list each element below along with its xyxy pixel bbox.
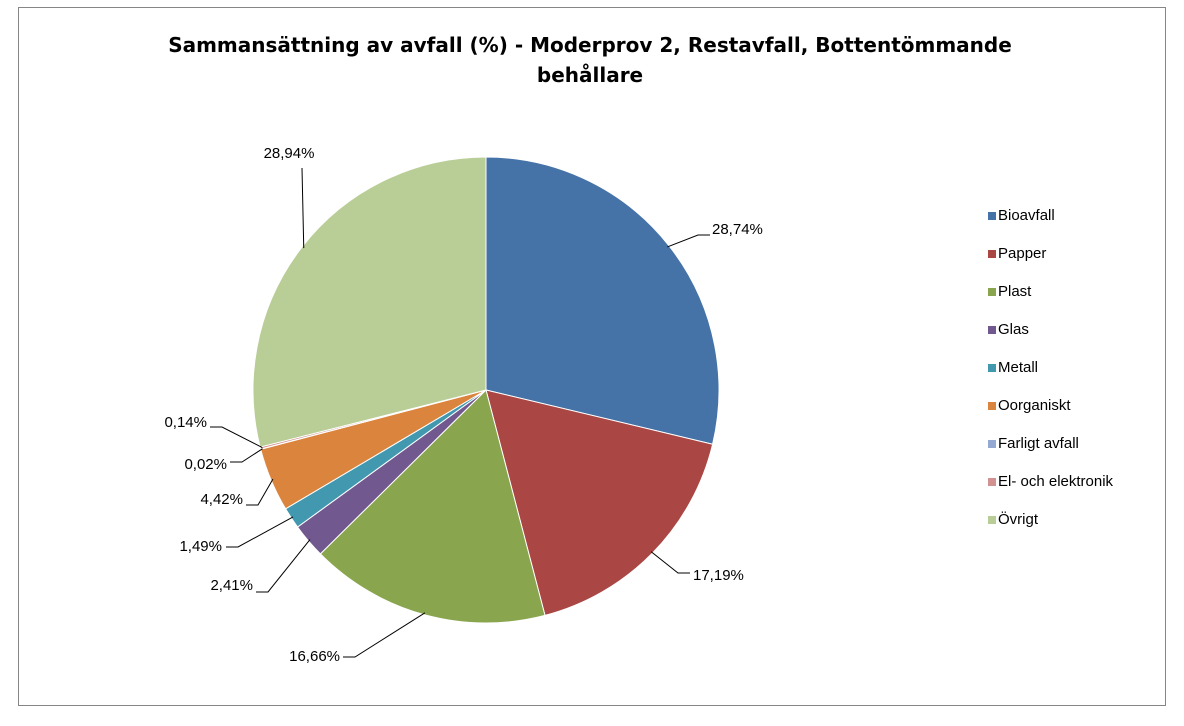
legend-swatch xyxy=(988,440,996,448)
legend-swatch xyxy=(988,250,996,258)
leader-line xyxy=(226,516,294,548)
data-label: 0,02% xyxy=(184,456,227,473)
data-label: 28,74% xyxy=(712,221,763,238)
legend-swatch xyxy=(988,402,996,410)
leader-line xyxy=(246,478,274,506)
legend-swatch xyxy=(988,478,996,486)
legend-label: Glas xyxy=(998,321,1029,338)
legend-label: Papper xyxy=(998,245,1046,262)
leader-line xyxy=(256,539,311,593)
legend-swatch xyxy=(988,288,996,296)
data-label: 0,14% xyxy=(164,414,207,431)
leader-line xyxy=(650,551,690,574)
legend-swatch xyxy=(988,364,996,372)
pie-slice xyxy=(319,389,546,624)
leader-line xyxy=(667,234,710,248)
data-label: 2,41% xyxy=(210,577,253,594)
legend-label: Bioavfall xyxy=(998,207,1055,224)
legend-label: Metall xyxy=(998,359,1038,376)
legend-label: Övrigt xyxy=(998,510,1039,528)
legend-swatch xyxy=(988,212,996,220)
data-label: 28,94% xyxy=(264,145,315,162)
leader-line xyxy=(230,448,263,463)
leader-line xyxy=(301,167,305,249)
legend-label: Oorganiskt xyxy=(998,397,1071,414)
data-label: 1,49% xyxy=(179,538,222,555)
legend-label: El- och elektronik xyxy=(998,473,1114,490)
data-label: 16,66% xyxy=(289,648,340,665)
leader-line xyxy=(343,612,426,658)
leader-line xyxy=(210,426,263,448)
pie-slice xyxy=(485,156,720,445)
data-label: 17,19% xyxy=(693,567,744,584)
chart-title: Sammansättning av avfall (%) - Moderprov… xyxy=(168,33,1012,87)
legend-label: Plast xyxy=(998,283,1032,300)
legend-swatch xyxy=(988,326,996,334)
pie-slice xyxy=(252,156,487,448)
data-label: 4,42% xyxy=(200,491,243,508)
legend-swatch xyxy=(988,516,996,524)
legend-label: Farligt avfall xyxy=(998,435,1079,452)
